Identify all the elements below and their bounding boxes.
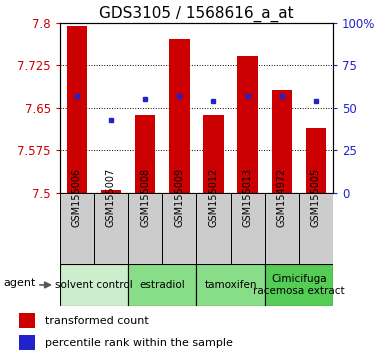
Text: GSM155006: GSM155006	[72, 168, 82, 227]
Text: GSM155005: GSM155005	[311, 168, 321, 227]
Bar	[162, 193, 196, 264]
Bar	[306, 128, 326, 193]
Bar	[128, 264, 196, 306]
Text: GSM155008: GSM155008	[140, 168, 150, 227]
Bar	[203, 115, 224, 193]
Bar	[128, 193, 162, 264]
Bar	[19, 313, 35, 329]
Bar	[196, 193, 231, 264]
Bar	[264, 264, 333, 306]
Text: agent: agent	[3, 278, 35, 288]
Bar	[60, 193, 94, 264]
Text: GSM154972: GSM154972	[277, 168, 287, 227]
Bar	[60, 264, 128, 306]
Text: solvent control: solvent control	[55, 280, 133, 290]
Bar	[196, 264, 264, 306]
Bar	[264, 193, 299, 264]
Bar	[237, 56, 258, 193]
Text: tamoxifen: tamoxifen	[204, 280, 257, 290]
Bar	[299, 193, 333, 264]
Text: estradiol: estradiol	[139, 280, 185, 290]
Bar	[135, 115, 155, 193]
Bar	[271, 90, 292, 193]
Bar	[169, 39, 189, 193]
Text: GSM155012: GSM155012	[208, 168, 218, 227]
Text: percentile rank within the sample: percentile rank within the sample	[45, 338, 233, 348]
Text: Cimicifuga
racemosa extract: Cimicifuga racemosa extract	[253, 274, 345, 296]
Bar	[67, 26, 87, 193]
Text: GSM155009: GSM155009	[174, 168, 184, 227]
Bar	[94, 193, 128, 264]
Text: transformed count: transformed count	[45, 316, 148, 326]
Bar	[231, 193, 264, 264]
Bar	[100, 189, 121, 193]
Text: GSM155013: GSM155013	[243, 168, 253, 227]
Bar	[19, 335, 35, 350]
Title: GDS3105 / 1568616_a_at: GDS3105 / 1568616_a_at	[99, 5, 294, 22]
Text: GSM155007: GSM155007	[106, 168, 116, 227]
